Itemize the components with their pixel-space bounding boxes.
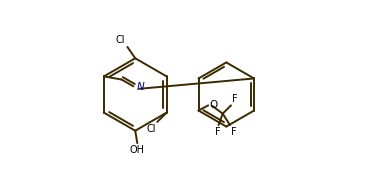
Text: F: F <box>231 127 237 137</box>
Text: O: O <box>209 100 217 110</box>
Text: Cl: Cl <box>116 35 125 45</box>
Text: F: F <box>215 127 220 137</box>
Text: Cl: Cl <box>146 124 156 134</box>
Text: F: F <box>232 94 238 104</box>
Text: N: N <box>136 82 144 92</box>
Text: OH: OH <box>130 145 145 155</box>
